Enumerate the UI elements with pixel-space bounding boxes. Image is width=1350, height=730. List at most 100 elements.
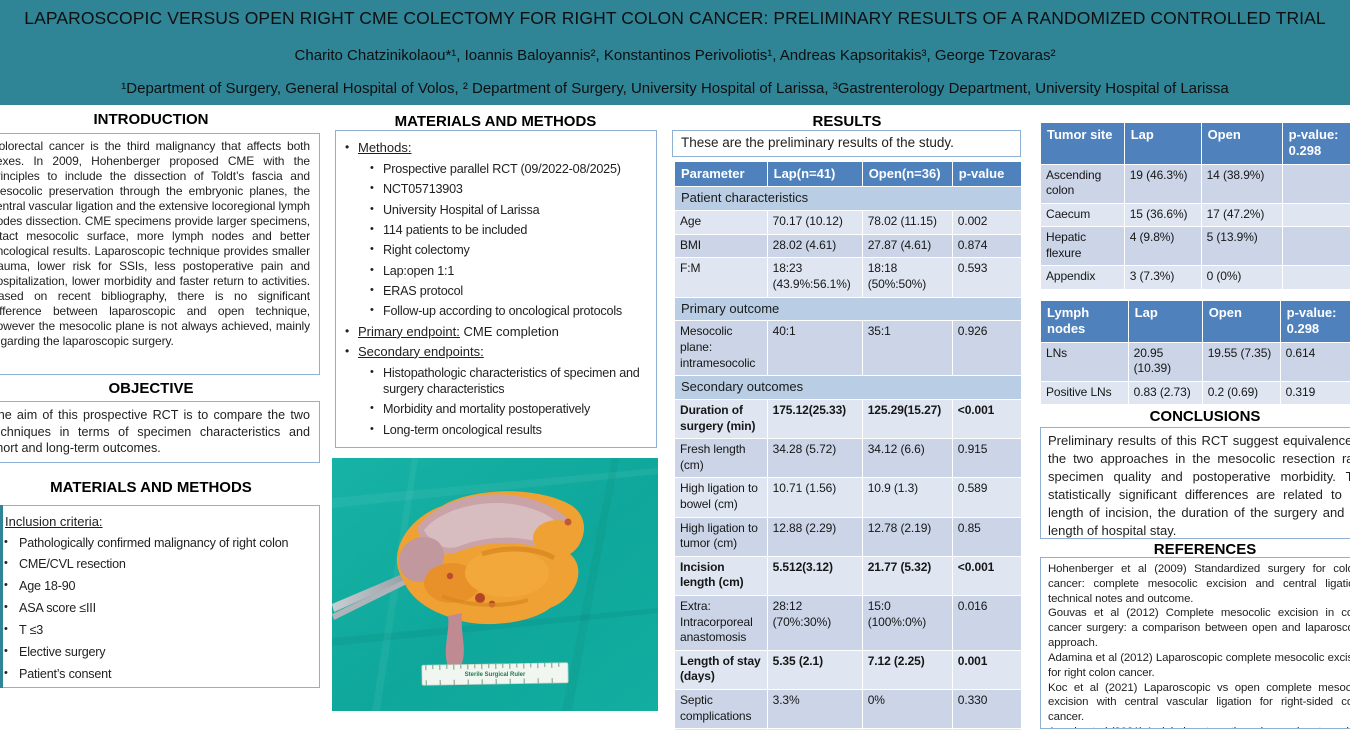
ruler-label: Sterile Surgical Ruler	[465, 672, 526, 678]
table-cell: 19.55 (7.35)	[1201, 341, 1281, 382]
table-cell: 14 (38.9%)	[1200, 163, 1283, 204]
results-column: RESULTS These are the preliminary result…	[672, 105, 1023, 730]
column-header: Tumor site	[1040, 122, 1125, 165]
table-row: Ascending colon 19 (46.3%) 14 (38.9%)	[1040, 163, 1350, 204]
table-cell: 0.2 (0.69)	[1201, 380, 1281, 406]
list-item: Histopathologic characteristics of speci…	[358, 365, 650, 398]
methods-heading-item: Methods: Prospective parallel RCT (09/20…	[342, 140, 650, 320]
table-cell: 3 (7.3%)	[1123, 265, 1202, 291]
materials-methods-title-left: MATERIALS AND METHODS	[50, 479, 252, 496]
decorative-teal-strip	[0, 505, 3, 688]
colon-specimen	[396, 491, 584, 671]
reference-item: Gouvas et al (2012) Complete mesocolic e…	[1048, 607, 1350, 650]
table-cell: BMI	[674, 233, 768, 259]
table-row: F:M 18:23 (43.9%:56.1%) 18:18 (50%:50%) 0.5…	[674, 257, 1023, 298]
table-cell: 10.9 (1.3)	[861, 477, 953, 518]
table-row: LNs 20.95 (10.39) 19.55 (7.35) 0.614	[1040, 341, 1350, 382]
left-column: INTRODUCTION Colorectal cancer is the th…	[0, 105, 322, 730]
column-header: Open	[1201, 300, 1281, 343]
reference-item: Anania et al (2021) A global systematic …	[1048, 725, 1350, 728]
table-cell: Hepatic flexure	[1040, 226, 1125, 267]
secondary-endpoints-item: Secondary endpoints: Histopathologic cha…	[342, 344, 650, 438]
list-item: 114 patients to be included	[358, 222, 650, 238]
references-title: REFERENCES	[1153, 541, 1257, 558]
list-item: ASA score ≤III	[0, 600, 309, 616]
table-row: Mesocolic plane: intramesocolic 40:1 35:1 0…	[674, 320, 1023, 377]
table-cell: 0.330	[951, 688, 1023, 730]
table-cell: Positive LNs	[1040, 380, 1129, 406]
poster-title: LAPAROSCOPIC VERSUS OPEN RIGHT CME COLEC…	[24, 8, 1326, 28]
list-item: Pathologically confirmed malignancy of r…	[0, 535, 309, 551]
table-row: Septic complications 3.3% 0% 0.330	[674, 688, 1023, 730]
list-item: Elective surgery	[0, 644, 309, 660]
table-cell: LNs	[1040, 341, 1129, 382]
column-header: p-value: 0.298	[1281, 122, 1350, 165]
reference-item: Hohenberger et al (2009) Standardized su…	[1048, 563, 1350, 605]
reference-item: Adamina et al (2012) Laparoscopic comple…	[1048, 651, 1350, 679]
section-row: Secondary outcomes	[674, 375, 1022, 401]
methods-outline: Methods: Prospective parallel RCT (09/20…	[342, 140, 650, 438]
conclusions-text: Preliminary results of this RCT suggest …	[1048, 433, 1350, 538]
table-cell: 15:0 (100%:0%)	[861, 595, 953, 651]
right-column: Tumor site Lap Open p-value: 0.298 Ascending…	[1040, 105, 1350, 730]
table-cell: 0 (0%)	[1200, 265, 1283, 291]
column-header: Parameter	[674, 160, 768, 188]
list-item: Patient’s consent	[0, 666, 309, 682]
table-cell: 0.85	[951, 516, 1023, 557]
results-note-box: These are the preliminary results of the…	[672, 130, 1021, 157]
tumor-site-table: Tumor site Lap Open p-value: 0.298 Ascending…	[1040, 122, 1350, 291]
materials-methods-title: MATERIALS AND METHODS	[394, 113, 597, 130]
secondary-endpoints-label: Secondary endpoints:	[358, 343, 484, 359]
table-cell: 0.415	[951, 728, 1023, 730]
list-item: University Hospital of Larissa	[358, 202, 650, 218]
table-cell: Incision length (cm)	[674, 555, 768, 597]
list-item: Morbidity and mortality postoperatively	[358, 401, 650, 417]
table-cell: Fresh length (cm)	[674, 438, 768, 479]
table-header-row: Lymph nodes Lap Open p-value: 0.298	[1040, 300, 1350, 343]
table-cell: 125.29(15.27)	[861, 399, 953, 440]
table-cell: 175.12(25.33)	[766, 399, 863, 440]
table-cell: <0.001	[951, 555, 1023, 597]
table-cell: Age	[674, 210, 768, 235]
objective-title: OBJECTIVE	[108, 380, 194, 397]
primary-endpoint-item: Primary endpoint: CME completion	[342, 324, 650, 341]
objective-box: The aim of this prospective RCT is to co…	[0, 401, 320, 463]
table-cell	[1281, 265, 1350, 291]
table-cell: F:M	[674, 257, 768, 298]
table-cell: Septic complications	[674, 688, 768, 730]
column-header: Open(n=36)	[861, 160, 953, 188]
lymph-nodes-table: Lymph nodes Lap Open p-value: 0.298 LNs 20.95…	[1040, 300, 1350, 406]
table-row: Fresh length (cm) 34.28 (5.72) 34.12 (6.6)…	[674, 438, 1023, 479]
table-cell: <0.001	[951, 399, 1023, 440]
table-cell: 0.001	[951, 649, 1023, 690]
table-cell: 4 (9.8%)	[1123, 226, 1202, 267]
table-cell: 21.77 (5.32)	[861, 555, 953, 597]
methods-box: Methods: Prospective parallel RCT (09/20…	[335, 130, 657, 448]
table-cell: 5.512(3.12)	[766, 555, 863, 597]
table-row: Age 70.17 (10.12) 78.02 (11.15) 0.002	[674, 210, 1023, 235]
table-cell: 3.3%	[766, 688, 863, 730]
list-item: Age 18-90	[0, 578, 309, 594]
reference-item: Koc et al (2021) Laparoscopic vs open co…	[1048, 681, 1350, 724]
section-label: Patient characteristics	[674, 186, 1022, 212]
table-cell: 70.17 (10.12)	[766, 210, 863, 235]
results-title: RESULTS	[812, 113, 882, 130]
table-cell: 34.12 (6.6)	[861, 438, 953, 479]
table-cell: 19 (46.3%)	[1123, 163, 1202, 204]
table-cell: Extra: Intracorporeal anastomosis	[674, 595, 768, 651]
list-item: ERAS protocol	[358, 283, 650, 299]
table-cell: 0.589	[951, 477, 1023, 518]
table-cell: 0.016	[951, 595, 1023, 651]
table-header-row: Parameter Lap(n=41) Open(n=36) p-value	[674, 160, 1023, 188]
affiliations-line: ¹Department of Surgery, General Hospital…	[121, 80, 1229, 97]
section-label: Primary outcome	[674, 296, 1022, 322]
references-box: Hohenberger et al (2009) Standardized su…	[1040, 557, 1350, 729]
table-row: Hepatic flexure 4 (9.8%) 5 (13.9%)	[1040, 226, 1350, 267]
methods-list: Prospective parallel RCT (09/2022-08/202…	[358, 161, 650, 320]
list-item: Right colectomy	[358, 242, 650, 258]
column-header: p-value: 0.298	[1279, 300, 1350, 343]
table-cell: 10.71 (1.56)	[766, 477, 863, 518]
table-row: Positive LNs 0.83 (2.73) 0.2 (0.69) 0.319	[1040, 380, 1350, 406]
table-cell: High ligation to bowel (cm)	[674, 477, 768, 518]
table-cell: 5 (13.9%)	[1200, 226, 1283, 267]
